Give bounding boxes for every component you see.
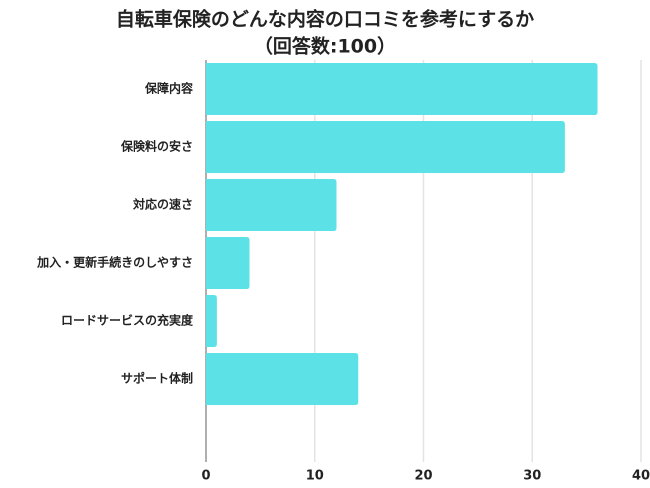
x-tick-label: 30 — [523, 469, 541, 484]
x-tick-label: 0 — [201, 469, 210, 484]
y-tick-label: 加入・更新手続きのしやすさ — [36, 255, 193, 270]
chart-title: 自転車保険のどんな内容の口コミを参考にするか — [116, 8, 534, 31]
y-tick-label: 保障内容 — [144, 81, 193, 96]
bar — [206, 179, 337, 231]
y-tick-label: サポート体制 — [121, 371, 193, 386]
x-tick-label: 20 — [414, 469, 432, 484]
x-tick-label: 10 — [306, 469, 324, 484]
bar — [206, 295, 217, 347]
bar — [206, 63, 598, 115]
y-tick-label: 保険料の安さ — [120, 139, 193, 154]
y-tick-label: 対応の速さ — [132, 197, 193, 212]
bar — [206, 237, 250, 289]
y-tick-label: ロードサービスの充実度 — [61, 313, 194, 328]
x-tick-label: 40 — [632, 469, 650, 484]
bar — [206, 353, 359, 405]
bar — [206, 121, 565, 173]
chart-subtitle: （回答数:100） — [254, 35, 396, 58]
